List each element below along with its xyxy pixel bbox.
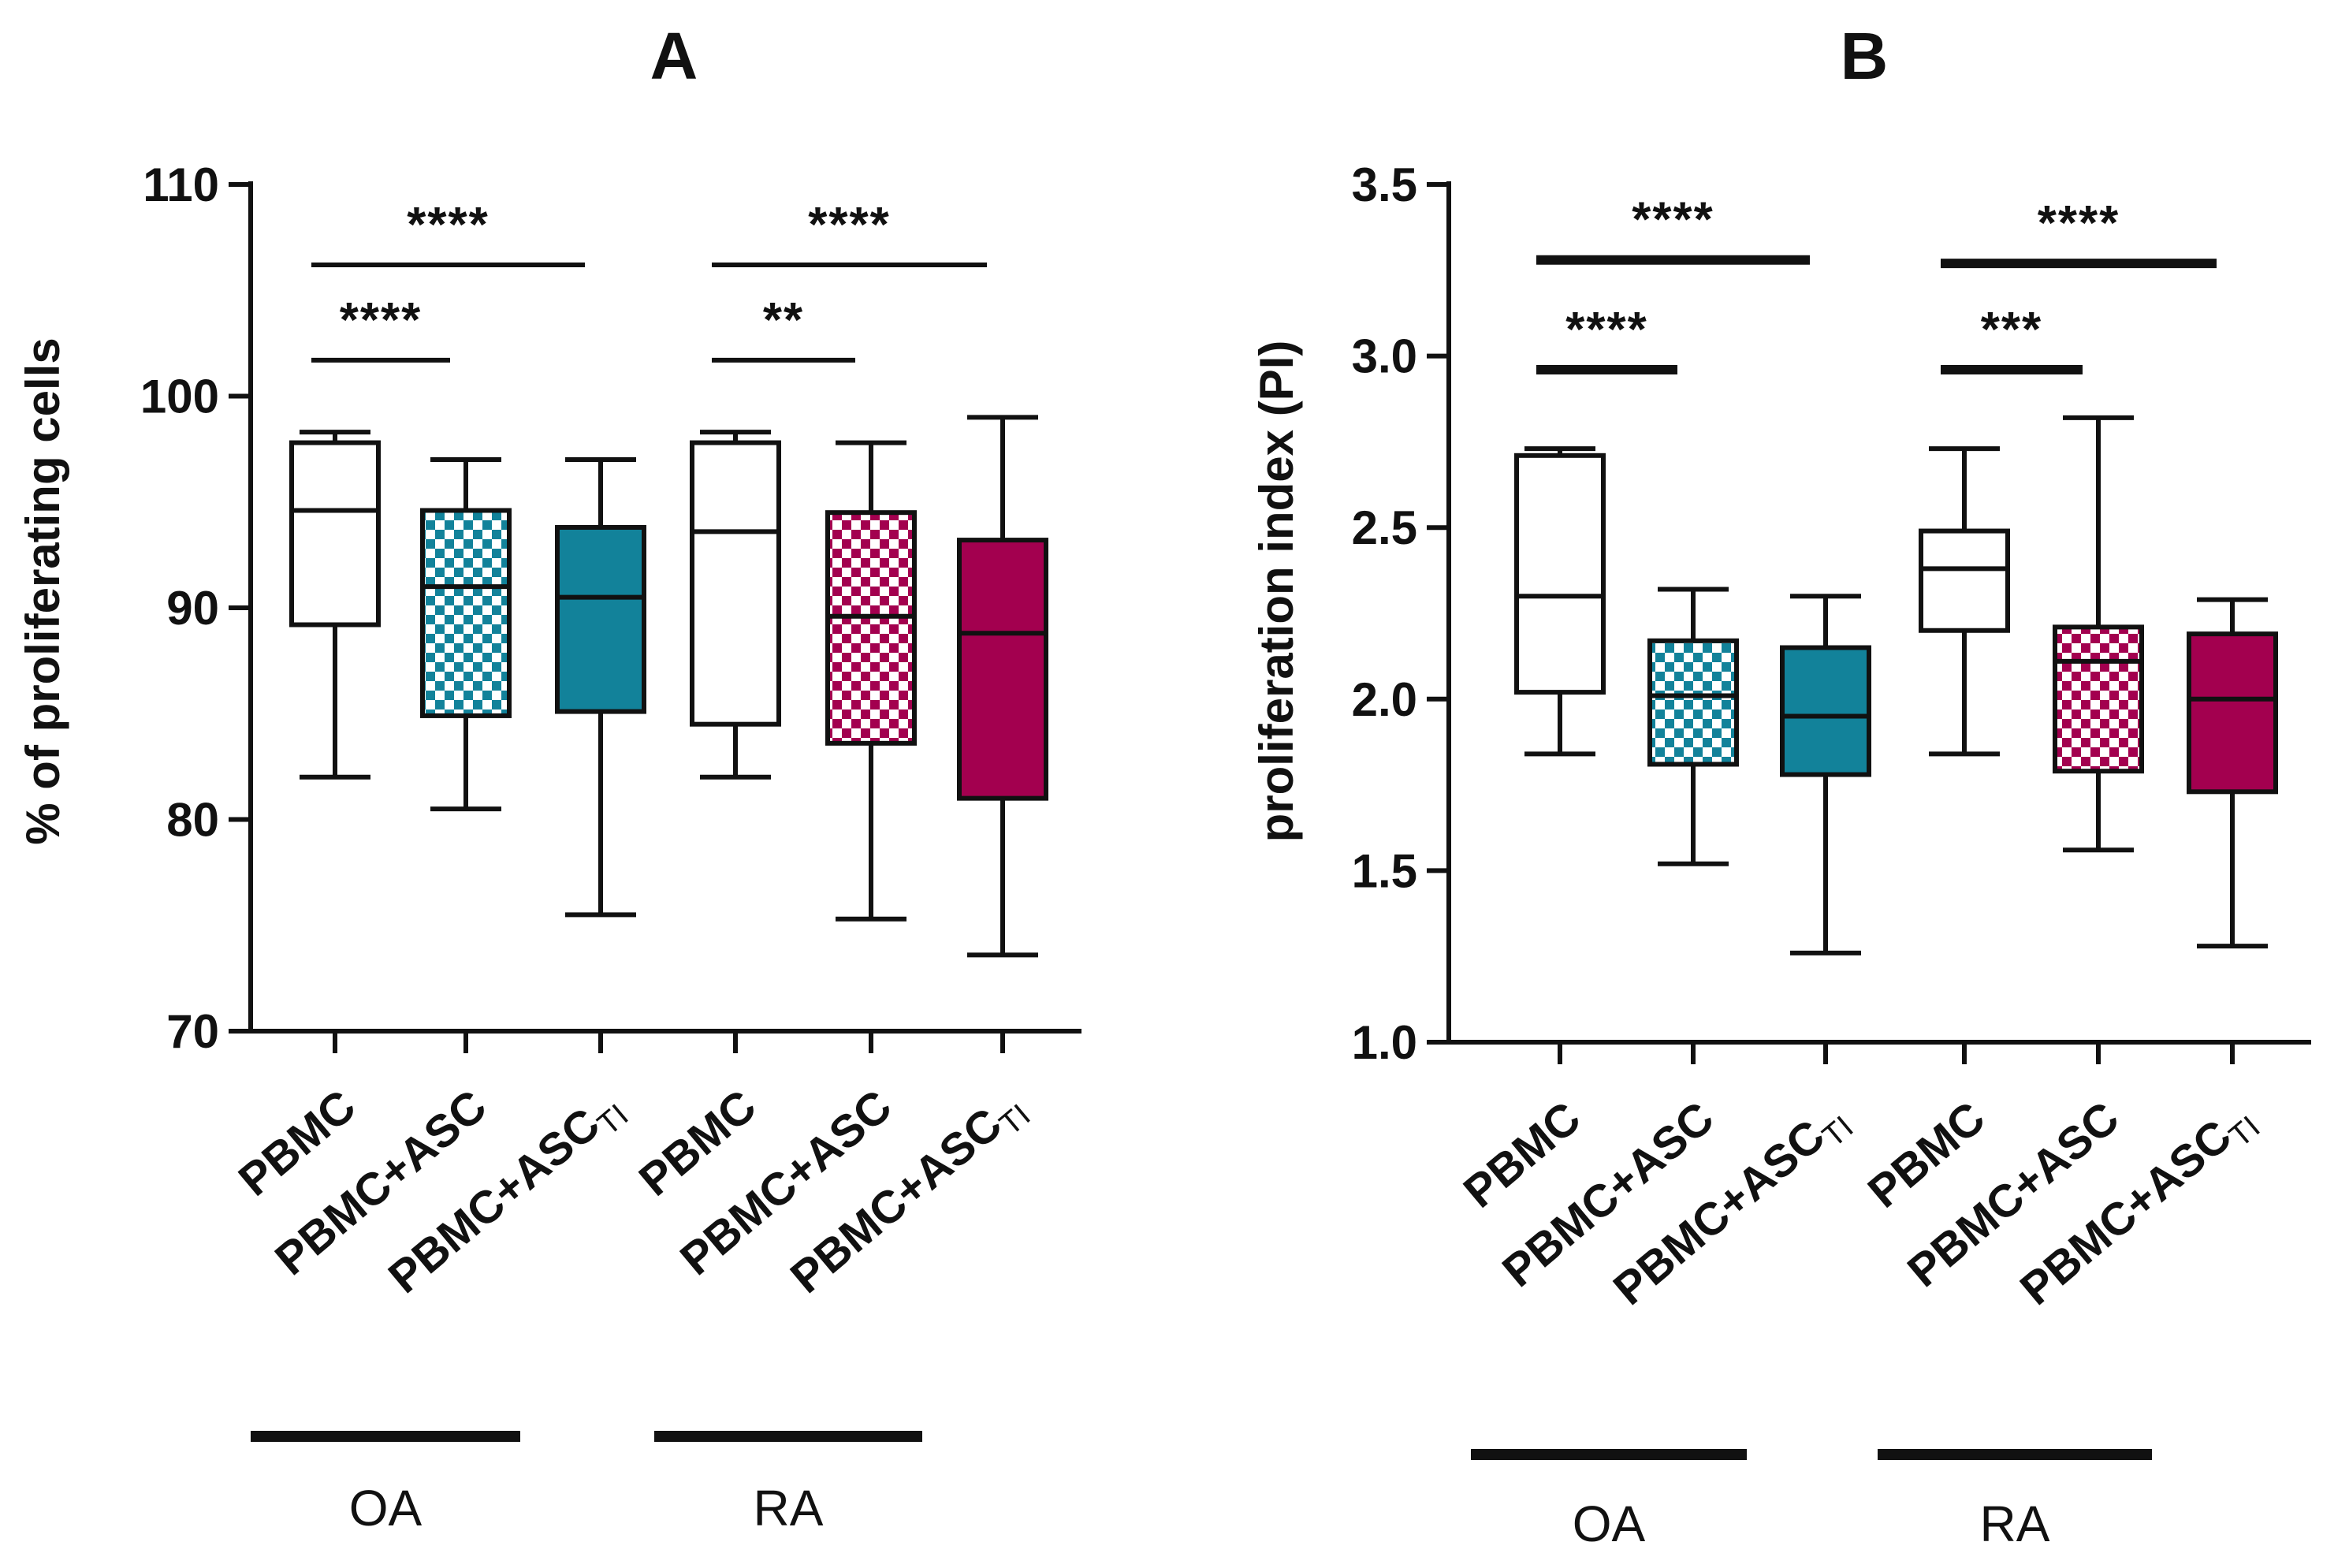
y-tick-label: 3.0	[1352, 330, 1417, 383]
box-4	[1919, 446, 2010, 1064]
box-iqr	[1780, 645, 1871, 777]
significance-label: ****	[407, 198, 490, 252]
significance-label: ****	[340, 293, 423, 348]
significance-bracket: ****	[311, 293, 450, 363]
y-tick-label: 70	[166, 1005, 219, 1058]
box-iqr	[420, 508, 512, 718]
group-label-oa: OA	[1573, 1495, 1646, 1552]
x-category-label: PBMC+ASCTI	[1604, 1092, 1860, 1320]
box-6	[957, 415, 1048, 1053]
significance-label: ***	[1981, 303, 2042, 357]
box-3	[1780, 594, 1871, 1064]
panel-title: A	[650, 19, 698, 93]
y-tick-label: 90	[166, 582, 219, 635]
box-iqr	[1514, 453, 1606, 695]
box-4	[690, 430, 781, 1053]
box-2	[1647, 587, 1739, 1064]
significance-bracket: ****	[712, 198, 987, 268]
y-tick-label: 1.0	[1352, 1016, 1417, 1069]
box-5	[2053, 415, 2144, 1064]
y-tick-label: 100	[140, 371, 219, 423]
significance-bracket: ****	[311, 198, 585, 268]
group-label-ra: RA	[1980, 1495, 2050, 1552]
box-iqr	[2053, 624, 2144, 774]
significance-bracket: ****	[1941, 196, 2217, 269]
box-1	[289, 430, 381, 1053]
y-tick-label: 3.5	[1352, 158, 1417, 211]
significance-bracket: ***	[1941, 303, 2083, 375]
box-1	[1514, 446, 1606, 1064]
significance-bracket: ****	[1536, 193, 1810, 265]
group-label-oa: OA	[349, 1480, 423, 1536]
y-tick-label: 1.5	[1352, 844, 1417, 897]
y-axis-label: % of proliferating cells	[17, 337, 69, 844]
box-iqr	[2187, 631, 2278, 795]
y-tick-label: 2.5	[1352, 501, 1417, 554]
significance-label: **	[763, 293, 804, 348]
x-category-label: PBMC+ASCTI	[2011, 1092, 2267, 1320]
box-iqr	[690, 440, 781, 727]
y-tick-label: 2.0	[1352, 673, 1417, 726]
y-axis-label: proliferation index (PI)	[1250, 341, 1303, 843]
significance-label: ****	[1565, 303, 1648, 357]
chart-panel-a: A % of proliferating cells 70 80 90 100 110 PBM…	[17, 19, 1081, 1536]
significance-label: ****	[808, 198, 891, 252]
box-iqr	[957, 538, 1048, 801]
x-category-label: PBMC+ASCTI	[379, 1080, 635, 1308]
box-iqr	[1919, 528, 2010, 633]
box-5	[825, 440, 917, 1053]
significance-label: ****	[2038, 196, 2120, 251]
x-category-label: PBMC+ASCTI	[781, 1080, 1037, 1308]
group-label-ra: RA	[754, 1480, 824, 1536]
box-3	[555, 457, 646, 1053]
box-iqr	[1647, 638, 1739, 767]
significance-bracket: ****	[1536, 303, 1677, 375]
box-iqr	[825, 510, 917, 746]
box-iqr	[289, 440, 381, 628]
panel-title: B	[1841, 19, 1889, 93]
box-2	[420, 457, 512, 1053]
significance-bracket: **	[712, 293, 855, 363]
significance-label: ****	[1632, 193, 1714, 248]
y-tick-label: 80	[166, 794, 219, 847]
box-iqr	[555, 524, 646, 714]
y-tick-label: 110	[143, 158, 219, 211]
box-6	[2187, 597, 2278, 1064]
